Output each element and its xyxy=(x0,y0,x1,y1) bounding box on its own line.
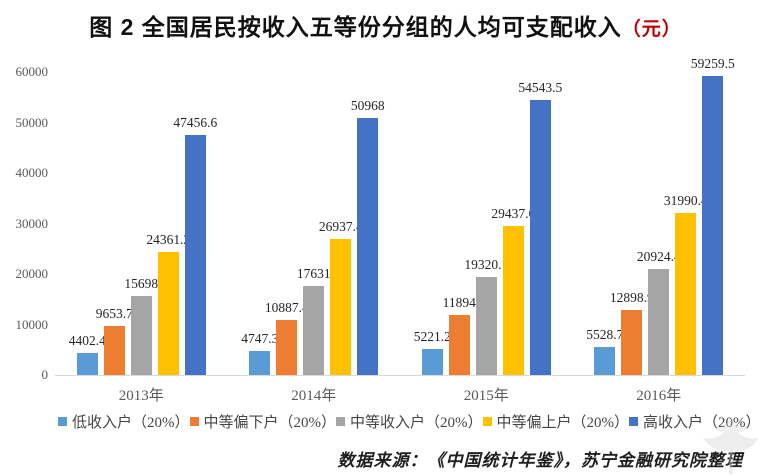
bar-group-2014年: 4747.3 10887.4 17631 26937.4 50968 xyxy=(228,72,401,375)
x-axis-labels: 2013年 2014年 2015年 2016年 xyxy=(55,384,745,405)
data-label: 20924.4 xyxy=(636,249,681,265)
bar-group-2016年: 5528.7 12898.9 20924.4 31990.4 59259.5 xyxy=(573,56,746,375)
bar-中等偏上户（20%）-2014年: 26937.4 xyxy=(319,219,363,375)
legend-item-高收入户（20%）: 高收入户（20%） xyxy=(629,411,761,432)
bar-中等收入户（20%）-2014年: 17631 xyxy=(297,266,331,375)
bar-中等偏下户（20%）-2015年: 11894 xyxy=(443,295,476,375)
data-label: 15698 xyxy=(124,275,159,291)
legend-item-中等收入户（20%）: 中等收入户（20%） xyxy=(336,411,483,432)
bar-中等偏下户（20%）-2014年: 10887.4 xyxy=(265,300,309,375)
data-label: 19320.1 xyxy=(464,257,509,273)
legend-swatch-icon xyxy=(189,417,199,426)
legend-swatch-icon xyxy=(58,417,67,426)
chart-title: 图 2 全国居民按收入五等份分组的人均可支配收入（元） xyxy=(0,8,771,42)
legend-swatch-icon xyxy=(482,417,492,426)
bar-高收入户（20%）-2014年: 50968 xyxy=(351,98,385,375)
y-axis-tick-label: 10000 xyxy=(15,316,49,332)
legend-item-低收入户（20%）: 低收入户（20%） xyxy=(58,411,190,432)
legend-label: 低收入户（20%） xyxy=(72,415,190,431)
plot-area: 4402.4 9653.7 15698 24361.2 47456.6 4747.3 108… xyxy=(55,56,746,376)
y-axis-tick-label: 0 xyxy=(41,367,49,382)
data-label: 24361.2 xyxy=(146,231,191,247)
y-axis: 0 10000 20000 30000 40000 50000 60000 xyxy=(0,64,49,382)
chart-title-unit: （元） xyxy=(621,19,682,40)
data-label: 11894 xyxy=(442,294,476,310)
bar-高收入户（20%）-2016年: 59259.5 xyxy=(691,56,735,375)
data-label: 5528.7 xyxy=(586,327,624,343)
bar-低收入户（20%）-2015年: 5221.2 xyxy=(414,329,451,375)
y-axis-tick-label: 20000 xyxy=(15,266,49,281)
data-label: 47456.6 xyxy=(173,115,218,131)
y-axis-tick-label: 60000 xyxy=(15,64,49,79)
data-label: 59259.5 xyxy=(690,55,735,71)
y-axis-tick-label: 40000 xyxy=(15,165,49,180)
x-axis-label-2015年: 2015年 xyxy=(463,388,509,404)
bar-低收入户（20%）-2013年: 4402.4 xyxy=(69,333,106,375)
bar-中等收入户（20%）-2016年: 20924.4 xyxy=(637,249,681,375)
bar-中等收入户（20%）-2013年: 15698 xyxy=(124,276,158,375)
legend: 低收入户（20%） 中等偏下户（20%） 中等收入户（20%） 中等偏上户（20%） 高… xyxy=(58,411,761,432)
chart-title-text: 图 2 全国居民按收入五等份分组的人均可支配收入 xyxy=(89,14,622,40)
legend-label: 高收入户（20%） xyxy=(643,415,761,431)
data-label: 29437.6 xyxy=(491,206,536,222)
legend-label: 中等偏下户（20%） xyxy=(203,415,337,431)
data-label: 5221.2 xyxy=(413,328,451,344)
bar-group-2013年: 4402.4 9653.7 15698 24361.2 47456.6 xyxy=(55,72,228,375)
data-label: 17631 xyxy=(296,265,331,281)
data-label: 12898.9 xyxy=(609,289,654,305)
brand-logo-watermark xyxy=(703,416,759,474)
bar-中等偏上户（20%）-2016年: 31990.4 xyxy=(664,193,708,375)
data-label: 50968 xyxy=(350,97,385,113)
bar-中等偏下户（20%）-2016年: 12898.9 xyxy=(610,290,654,375)
legend-swatch-icon xyxy=(336,417,345,426)
data-label: 26937.4 xyxy=(318,218,363,234)
x-axis-label-2014年: 2014年 xyxy=(291,388,337,404)
legend-label: 中等收入户（20%） xyxy=(350,415,483,431)
data-label: 4747.3 xyxy=(241,331,279,347)
bar-group-2015年: 5221.2 11894 19320.1 29437.6 54543.5 xyxy=(400,72,573,375)
legend-swatch-icon xyxy=(629,417,638,426)
data-label: 10887.4 xyxy=(264,300,309,316)
legend-item-中等偏上户（20%）: 中等偏上户（20%） xyxy=(482,411,630,432)
bar-中等偏上户（20%）-2013年: 24361.2 xyxy=(146,232,190,375)
data-label: 9653.7 xyxy=(95,306,133,322)
bar-低收入户（20%）-2016年: 5528.7 xyxy=(586,327,623,375)
legend-item-中等偏下户（20%）: 中等偏下户（20%） xyxy=(189,411,337,432)
bar-中等偏上户（20%）-2015年: 29437.6 xyxy=(491,206,535,375)
y-axis-tick-label: 50000 xyxy=(15,114,49,130)
x-axis-label-2016年: 2016年 xyxy=(636,388,682,404)
y-axis-tick-label: 30000 xyxy=(15,215,49,231)
legend-label: 中等偏上户（20%） xyxy=(496,415,630,431)
data-label: 31990.4 xyxy=(663,193,708,209)
data-label: 4402.4 xyxy=(68,332,106,348)
data-label: 54543.5 xyxy=(518,79,563,95)
bar-低收入户（20%）-2014年: 4747.3 xyxy=(241,331,278,375)
bar-中等偏下户（20%）-2013年: 9653.7 xyxy=(96,306,133,375)
source-note: 数据来源：《中国统计年鉴》，苏宁金融研究院整理 xyxy=(337,451,743,470)
bar-高收入户（20%）-2013年: 47456.6 xyxy=(173,115,217,375)
x-axis-label-2013年: 2013年 xyxy=(118,388,164,404)
bar-高收入户（20%）-2015年: 54543.5 xyxy=(518,80,562,375)
bar-中等收入户（20%）-2015年: 19320.1 xyxy=(464,257,508,375)
bar-chart: 0 10000 20000 30000 40000 50000 60000 4402.4 96… xyxy=(0,56,771,412)
